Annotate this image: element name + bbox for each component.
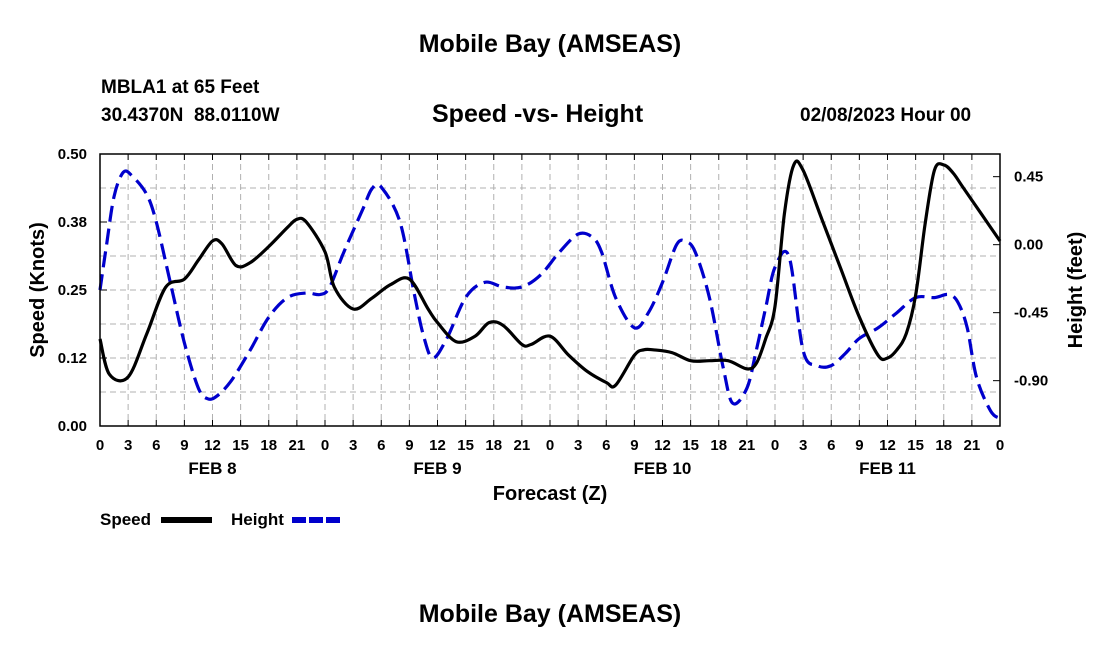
- x-tick-label: 6: [827, 437, 835, 454]
- speed-series-line: [98, 159, 1002, 389]
- chart-title-bottom: Mobile Bay (AMSEAS): [418, 600, 682, 628]
- y-axis-left-title: Speed (Knots): [27, 222, 49, 358]
- y-left-tick-label: 0.00: [58, 418, 87, 435]
- x-tick-label: 21: [964, 437, 981, 454]
- x-tick-label: 15: [232, 437, 249, 454]
- x-tick-label: 9: [180, 437, 188, 454]
- x-tick-label: 12: [429, 437, 446, 454]
- y-right-tick-label: -0.45: [1014, 305, 1048, 322]
- axis-labels: Forecast (Z) Speed (Knots) Height (feet): [27, 222, 1087, 505]
- x-tick-label: 3: [799, 437, 807, 454]
- x-tick-label: 0: [96, 437, 104, 454]
- day-label: FEB 11: [859, 459, 916, 478]
- y-right-tick-label: 0.00: [1014, 237, 1043, 254]
- y-left-tick-label: 0.50: [58, 146, 87, 163]
- grid-lines: [100, 154, 1000, 426]
- x-tick-label: 6: [377, 437, 385, 454]
- height-series-line: [98, 169, 1001, 420]
- x-tick-label: 0: [996, 437, 1004, 454]
- x-tick-label: 9: [405, 437, 413, 454]
- y-left-tick-label: 0.12: [58, 350, 87, 367]
- x-tick-label: 6: [152, 437, 160, 454]
- x-tick-label: 3: [574, 437, 582, 454]
- day-label: FEB 8: [188, 459, 236, 478]
- x-tick-label: 21: [514, 437, 531, 454]
- x-tick-label: 3: [124, 437, 132, 454]
- x-tick-label: 21: [739, 437, 756, 454]
- speed-series-layer: [98, 159, 1002, 389]
- y-right-tick-label: 0.45: [1014, 169, 1043, 186]
- x-tick-label: 12: [654, 437, 671, 454]
- x-axis-title: Forecast (Z): [493, 483, 607, 505]
- y-axis-right-title: Height (feet): [1065, 232, 1087, 349]
- x-tick-label: 15: [682, 437, 699, 454]
- y-left-tick-label: 0.25: [58, 282, 87, 299]
- x-tick-label: 18: [710, 437, 727, 454]
- chart-subtitle: Speed -vs- Height: [432, 100, 644, 128]
- x-tick-label: 12: [879, 437, 896, 454]
- x-tick-label: 0: [771, 437, 779, 454]
- height-series-layer: [98, 169, 1001, 420]
- legend-height-label: Height: [231, 510, 284, 529]
- x-tick-label: 9: [630, 437, 638, 454]
- x-tick-label: 6: [602, 437, 610, 454]
- station-coordinates: 30.4370N 88.0110W: [101, 105, 280, 126]
- x-tick-label: 21: [289, 437, 306, 454]
- axis-ticks: 0 3 6 9 12 15 18 21 0 3 6 9 12 15 18 21 0 3 6 9 12 15 18 21 0 3 6 9…: [58, 146, 1048, 478]
- x-tick-label: 0: [321, 437, 329, 454]
- day-label: FEB 10: [634, 459, 692, 478]
- x-tick-label: 18: [935, 437, 952, 454]
- station-name: MBLA1 at 65 Feet: [101, 77, 260, 98]
- chart-title-top: Mobile Bay (AMSEAS): [418, 30, 682, 58]
- forecast-date: 02/08/2023 Hour 00: [800, 105, 972, 126]
- x-tick-label: 9: [855, 437, 863, 454]
- y-left-tick-label: 0.38: [58, 214, 87, 231]
- x-tick-label: 15: [907, 437, 924, 454]
- legend: Speed Height: [100, 510, 342, 529]
- x-tick-label: 15: [457, 437, 474, 454]
- y-right-tick-label: -0.90: [1014, 373, 1048, 390]
- x-tick-label: 18: [260, 437, 277, 454]
- x-tick-label: 0: [546, 437, 554, 454]
- day-label: FEB 9: [413, 459, 461, 478]
- x-tick-label: 18: [485, 437, 502, 454]
- legend-speed-label: Speed: [100, 510, 151, 529]
- plot-frame: [99, 153, 1001, 427]
- x-tick-label: 12: [204, 437, 221, 454]
- x-tick-label: 3: [349, 437, 357, 454]
